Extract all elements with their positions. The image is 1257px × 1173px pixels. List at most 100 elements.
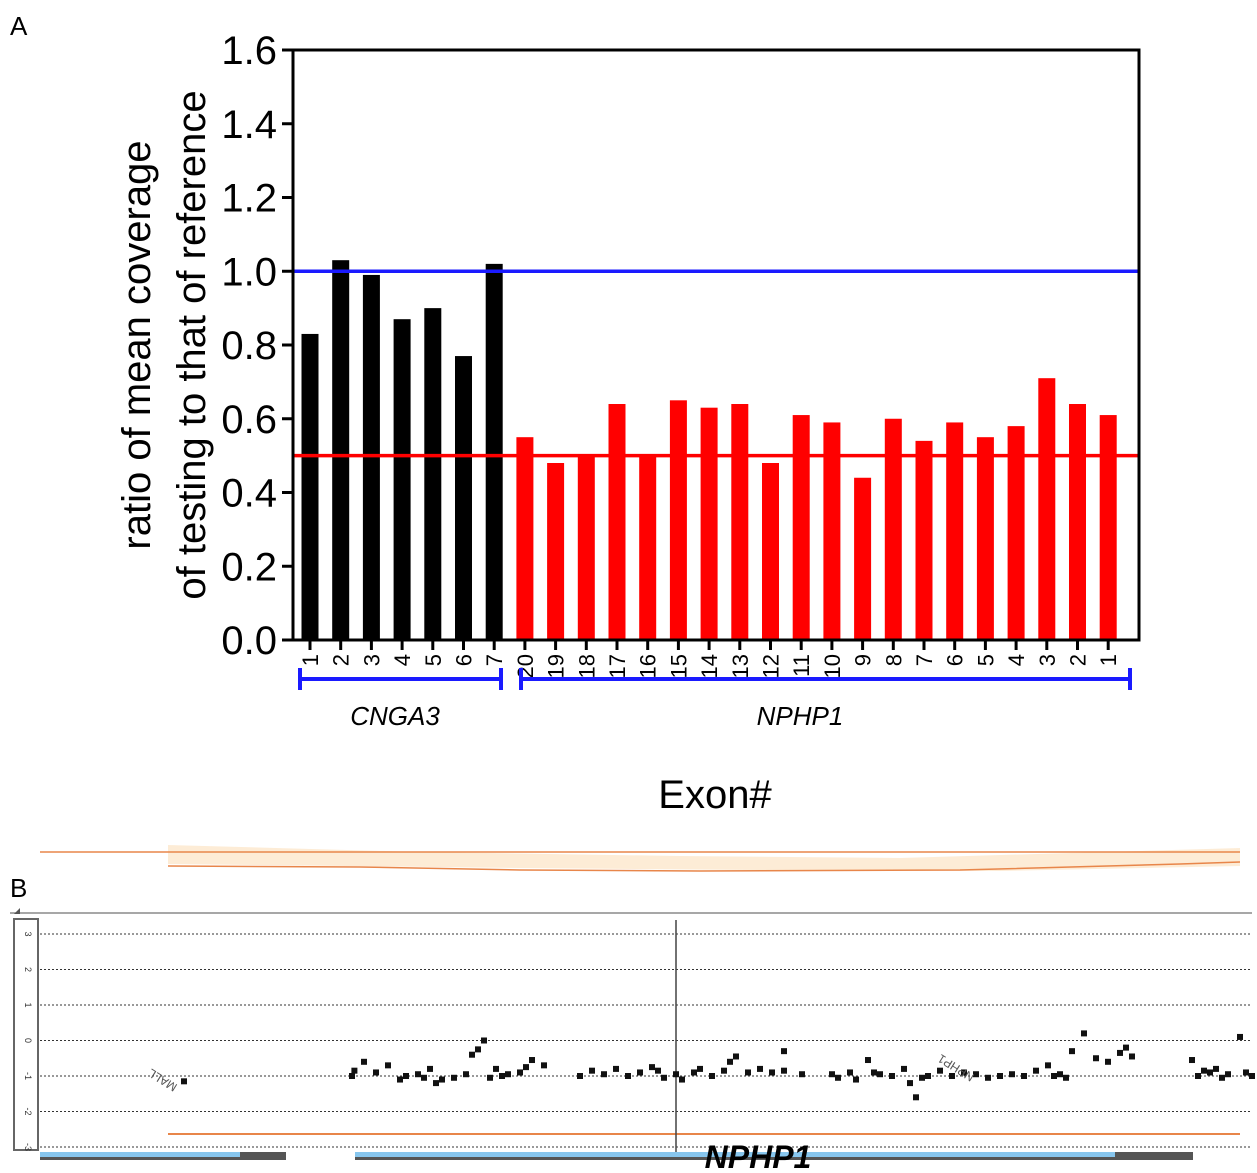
data-point bbox=[577, 1073, 583, 1079]
data-point bbox=[523, 1064, 529, 1071]
data-point bbox=[997, 1073, 1003, 1079]
bar bbox=[946, 422, 964, 640]
data-point bbox=[727, 1058, 733, 1065]
data-point bbox=[1249, 1073, 1255, 1079]
y-tick-label: 2 bbox=[23, 967, 33, 972]
data-point bbox=[655, 1067, 661, 1074]
panel-b-gridlines bbox=[40, 933, 1250, 1148]
data-point bbox=[865, 1057, 871, 1064]
data-point bbox=[1021, 1073, 1027, 1079]
data-point bbox=[799, 1071, 805, 1078]
bar bbox=[854, 477, 872, 640]
data-point bbox=[475, 1046, 481, 1053]
data-point bbox=[919, 1074, 925, 1081]
x-tick-label: 18 bbox=[574, 654, 599, 678]
data-point bbox=[691, 1069, 697, 1076]
y-tick-label: -3 bbox=[23, 1143, 33, 1151]
bar bbox=[792, 415, 810, 640]
data-point bbox=[433, 1080, 439, 1087]
y-tick-label: 0.0 bbox=[221, 619, 277, 663]
data-point bbox=[961, 1069, 967, 1076]
data-point bbox=[493, 1065, 499, 1072]
bar bbox=[485, 263, 503, 640]
data-point bbox=[1069, 1048, 1075, 1055]
x-tick-label: 1 bbox=[298, 654, 323, 666]
data-point bbox=[1057, 1071, 1063, 1078]
bar bbox=[823, 422, 841, 640]
data-point bbox=[901, 1065, 907, 1072]
x-tick-label: 5 bbox=[421, 654, 446, 666]
data-point bbox=[721, 1067, 727, 1074]
data-point bbox=[1207, 1069, 1213, 1076]
y-tick-label: 3 bbox=[23, 931, 33, 936]
data-point bbox=[487, 1074, 493, 1081]
x-tick-label: 3 bbox=[359, 654, 384, 666]
data-point bbox=[1201, 1067, 1207, 1074]
data-point bbox=[1195, 1073, 1201, 1079]
data-point bbox=[349, 1073, 355, 1079]
bar bbox=[976, 437, 994, 640]
scale-up-arrow-icon bbox=[14, 908, 20, 914]
x-tick-label: 5 bbox=[973, 654, 998, 666]
data-point bbox=[949, 1073, 955, 1079]
y-tick-label: 1 bbox=[23, 1002, 33, 1007]
x-tick-label: 4 bbox=[390, 654, 415, 666]
bar bbox=[455, 356, 472, 640]
data-point bbox=[385, 1062, 391, 1069]
bar bbox=[577, 455, 595, 640]
data-point bbox=[541, 1062, 547, 1069]
data-point bbox=[1123, 1044, 1129, 1051]
data-point bbox=[451, 1074, 457, 1081]
nphp1-track-label: NPHP1 bbox=[935, 1051, 977, 1084]
x-tick-label: 13 bbox=[728, 654, 753, 678]
x-tick-label: 2 bbox=[1066, 654, 1091, 666]
data-point bbox=[757, 1065, 763, 1072]
panel-a-y-axis-label-line-1: ratio of mean coverage bbox=[115, 140, 159, 549]
mall-gene-bar-highlight bbox=[40, 1152, 240, 1157]
y-tick-label: 0.8 bbox=[221, 324, 277, 368]
data-point bbox=[781, 1067, 787, 1074]
x-tick-label: 4 bbox=[1004, 654, 1029, 666]
data-point bbox=[1033, 1067, 1039, 1074]
data-point bbox=[469, 1051, 475, 1058]
data-point bbox=[985, 1074, 991, 1081]
data-point bbox=[427, 1065, 433, 1072]
data-point bbox=[745, 1069, 751, 1076]
data-point bbox=[601, 1071, 607, 1078]
data-point bbox=[925, 1073, 931, 1079]
x-tick-label: 3 bbox=[1035, 654, 1060, 666]
x-tick-label: 20 bbox=[513, 654, 538, 678]
data-point bbox=[847, 1069, 853, 1076]
data-point bbox=[613, 1065, 619, 1072]
x-tick-label: 12 bbox=[759, 654, 784, 678]
panel-b-label: B bbox=[10, 873, 27, 903]
data-point bbox=[1009, 1071, 1015, 1078]
data-point bbox=[1225, 1071, 1231, 1078]
data-point bbox=[517, 1069, 523, 1076]
data-point bbox=[625, 1073, 631, 1079]
data-point bbox=[889, 1073, 895, 1079]
panel-a-bars bbox=[301, 260, 1117, 640]
data-point bbox=[1219, 1074, 1225, 1081]
nphp1-bracket bbox=[519, 668, 1132, 690]
data-point bbox=[1051, 1073, 1057, 1079]
y-tick-label: 1.2 bbox=[221, 177, 277, 221]
data-point bbox=[877, 1071, 883, 1078]
x-tick-label: 15 bbox=[666, 654, 691, 678]
panel-a-x-axis-ticks: 1 2 3 4 5 6 7 20 19 18 17 16 15 14 13 12 11 10 9 8 7 6 5 4 3 2 1 bbox=[298, 640, 1121, 678]
bar bbox=[1099, 415, 1117, 640]
y-tick-label: 1.4 bbox=[221, 103, 277, 147]
data-point bbox=[673, 1071, 679, 1078]
data-point bbox=[769, 1069, 775, 1076]
y-tick-label: 1.0 bbox=[221, 250, 277, 294]
data-point bbox=[373, 1069, 379, 1076]
x-tick-label: 7 bbox=[482, 654, 507, 666]
data-point bbox=[403, 1073, 409, 1079]
panel-a-y-axis-label-line-2: of testing to that of reference bbox=[170, 90, 214, 599]
bar bbox=[915, 440, 933, 640]
bar bbox=[332, 260, 350, 640]
bar bbox=[608, 404, 626, 640]
x-tick-label: 17 bbox=[605, 654, 630, 678]
data-point bbox=[709, 1073, 715, 1079]
